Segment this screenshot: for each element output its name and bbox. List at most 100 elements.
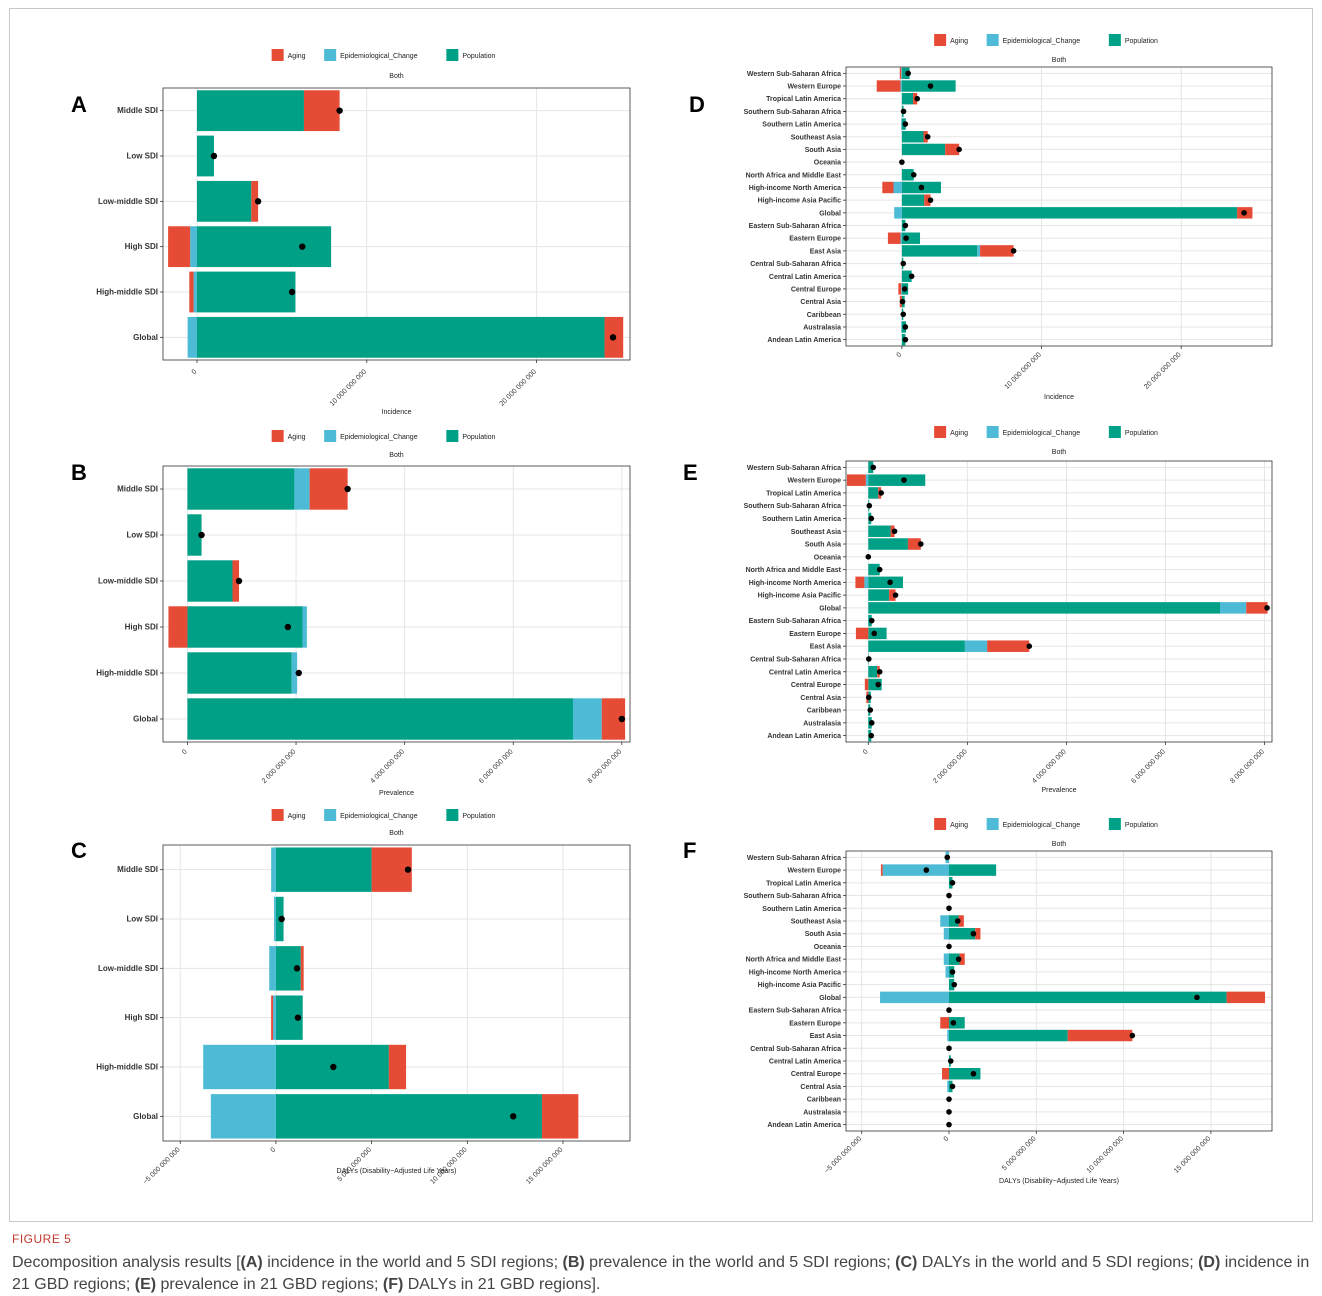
bar-epidemiological-change (901, 283, 902, 295)
total-point (902, 121, 909, 127)
plot-title: Both (389, 830, 404, 837)
y-tick-label: Andean Latin America (767, 1122, 841, 1129)
y-tick-label: Low-middle SDI (98, 964, 158, 973)
total-point (868, 617, 875, 624)
panel-letter: C (71, 838, 87, 863)
y-tick-label: Western Sub-Saharan Africa (747, 855, 841, 862)
y-tick-label: Low-middle SDI (98, 197, 158, 206)
x-tick-label: 6 000 000 000 (1130, 748, 1167, 785)
legend-swatch (986, 818, 999, 830)
plot-title: Both (1052, 449, 1067, 456)
x-tick-label: 10 000 000 000 (1086, 1135, 1125, 1174)
legend-swatch (271, 430, 284, 442)
total-point (927, 197, 934, 203)
panel-letter: B (71, 460, 87, 485)
y-tick-label: Southern Sub-Saharan Africa (744, 503, 841, 510)
plot-title: Both (1052, 57, 1067, 64)
bar-population (901, 245, 978, 257)
bar-epidemiological-change (302, 606, 307, 648)
bar-aging (889, 589, 896, 601)
legend-swatch (986, 426, 999, 438)
bar-population (901, 270, 912, 282)
total-point (951, 981, 958, 988)
bar-population (187, 468, 295, 510)
total-point (294, 1014, 302, 1021)
bar-population (949, 991, 1227, 1004)
total-point (914, 95, 921, 102)
bar-population (868, 576, 903, 589)
figure-caption-text: Decomposition analysis results [(A) inci… (12, 1252, 1312, 1296)
bar-aging (864, 678, 869, 691)
bar-epidemiological-change (273, 995, 276, 1040)
bar-population (868, 525, 891, 537)
total-point (949, 880, 956, 886)
y-tick-label: South Asia (805, 542, 841, 549)
bar-epidemiological-change (943, 928, 950, 940)
total-point (404, 866, 412, 873)
plot-border (845, 66, 1273, 347)
x-axis-label: Prevalence (379, 790, 414, 797)
bar-aging (898, 283, 902, 295)
bar-population (868, 602, 1220, 614)
plot-border (845, 850, 1273, 1132)
caption-part: (C) (895, 1254, 918, 1271)
legend-swatch (324, 809, 337, 821)
x-tick-label: 4 000 000 000 (1031, 748, 1068, 785)
total-point (946, 892, 952, 899)
legend-swatch (446, 49, 459, 61)
legend-label: Epidemiological_Change (1003, 822, 1081, 829)
x-tick-label: 0 (270, 1146, 278, 1154)
bar-epidemiological-change (947, 1029, 950, 1042)
bar-population (949, 1017, 965, 1029)
bar-population (901, 131, 924, 143)
bar-population (187, 652, 292, 694)
y-tick-label: Central Europe (791, 1071, 841, 1078)
total-point (946, 1096, 952, 1102)
x-tick-label: 0 (896, 351, 904, 359)
total-point (905, 70, 911, 77)
bar-aging (300, 946, 304, 991)
bar-aging (601, 698, 626, 740)
y-tick-label: North Africa and Middle East (746, 957, 842, 964)
y-tick-label: High SDI (125, 242, 158, 251)
total-point (865, 656, 872, 662)
total-point (902, 222, 909, 229)
y-tick-label: High-income North America (749, 185, 841, 192)
legend-swatch (934, 818, 947, 830)
total-point (900, 260, 907, 267)
bar-population (901, 169, 914, 181)
total-point (899, 298, 906, 305)
y-tick-label: Central Asia (800, 695, 841, 702)
bar-epidemiological-change (900, 80, 902, 92)
bar-aging (189, 271, 194, 313)
total-point (954, 918, 961, 924)
bar-aging (940, 1017, 950, 1029)
total-point (510, 1113, 517, 1120)
bar-aging (987, 640, 1030, 652)
y-tick-label: North Africa and Middle East (746, 172, 842, 179)
bar-aging (168, 226, 191, 268)
bar-population (868, 474, 926, 486)
legend-label: Population (1125, 430, 1158, 437)
y-tick-label: Global (133, 1112, 158, 1121)
y-tick-label: High-income North America (749, 969, 841, 976)
bar-epidemiological-change (947, 1080, 950, 1093)
legend-swatch (324, 430, 337, 442)
total-point (868, 720, 875, 726)
panel-d: D Aging Epidemiological_Change Population Bo… (689, 34, 1273, 401)
y-tick-label: Oceania (814, 944, 841, 951)
x-tick-label: 2 000 000 000 (932, 748, 969, 785)
legend-label: Aging (950, 38, 968, 45)
y-tick-label: Central Sub-Saharan Africa (750, 261, 841, 268)
bar-epidemiological-change (894, 207, 902, 219)
caption-part: (B) (562, 1254, 585, 1271)
x-tick-label: 8 000 000 000 (587, 748, 624, 785)
bar-population (187, 514, 202, 556)
caption-part: (D) (1198, 1254, 1221, 1271)
y-tick-label: Central Latin America (769, 669, 841, 676)
x-axis-label: DALYs (Disability−Adjusted Life Years) (337, 1168, 457, 1175)
bar-aging (975, 928, 981, 940)
total-point (946, 1045, 952, 1052)
caption-part: incidence in the world and 5 SDI regions… (262, 1254, 563, 1271)
y-tick-label: Global (819, 210, 841, 217)
